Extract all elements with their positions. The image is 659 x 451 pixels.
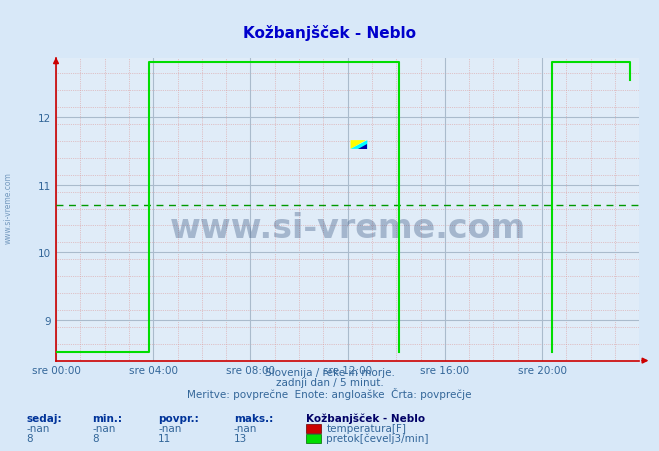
Text: maks.:: maks.: <box>234 413 273 423</box>
Text: povpr.:: povpr.: <box>158 413 199 423</box>
Text: Slovenija / reke in morje.: Slovenija / reke in morje. <box>264 368 395 377</box>
Text: Kožbanjšček - Neblo: Kožbanjšček - Neblo <box>306 413 426 423</box>
Polygon shape <box>351 141 367 150</box>
Text: zadnji dan / 5 minut.: zadnji dan / 5 minut. <box>275 377 384 387</box>
Text: -nan: -nan <box>234 423 257 433</box>
Text: sedaj:: sedaj: <box>26 413 62 423</box>
Text: min.:: min.: <box>92 413 123 423</box>
Polygon shape <box>351 141 366 150</box>
Text: -nan: -nan <box>92 423 115 433</box>
Text: -nan: -nan <box>26 423 49 433</box>
Text: www.si-vreme.com: www.si-vreme.com <box>3 171 13 244</box>
Text: 8: 8 <box>92 433 99 443</box>
Text: 13: 13 <box>234 433 247 443</box>
Text: Kožbanjšček - Neblo: Kožbanjšček - Neblo <box>243 25 416 41</box>
Text: www.si-vreme.com: www.si-vreme.com <box>169 212 526 244</box>
Text: Meritve: povprečne  Enote: angloaške  Črta: povprečje: Meritve: povprečne Enote: angloaške Črta… <box>187 387 472 400</box>
Text: -nan: -nan <box>158 423 181 433</box>
Text: 11: 11 <box>158 433 171 443</box>
Polygon shape <box>358 145 367 150</box>
Text: 8: 8 <box>26 433 33 443</box>
Text: pretok[čevelj3/min]: pretok[čevelj3/min] <box>326 433 429 443</box>
Text: temperatura[F]: temperatura[F] <box>326 423 406 433</box>
